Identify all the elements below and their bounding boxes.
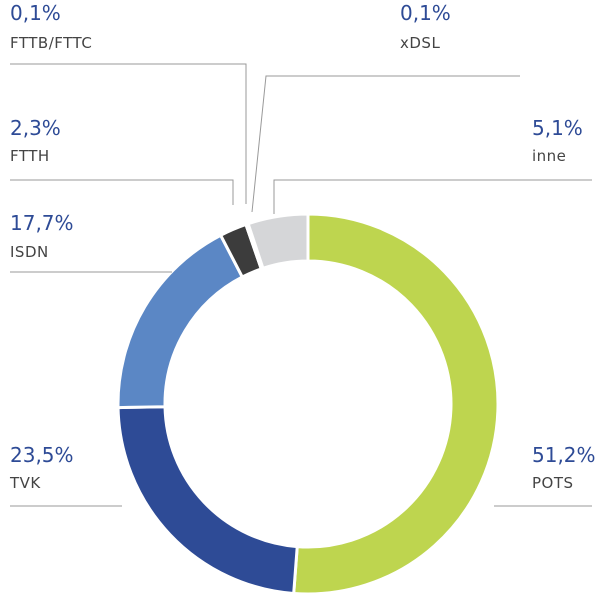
leader-line (10, 179, 234, 205)
category-label: POTS (532, 474, 574, 492)
donut-segment (292, 212, 500, 593)
category-label: FTTH (10, 147, 50, 165)
value-label: 23,5% (10, 443, 74, 467)
leader-line (251, 75, 520, 213)
value-label: 5,1% (532, 116, 583, 140)
leader-line (273, 179, 592, 214)
category-label: FTTB/FTTC (10, 34, 92, 52)
value-label: 0,1% (10, 1, 61, 25)
category-label: ISDN (10, 243, 49, 261)
value-label: 51,2% (532, 443, 596, 467)
leader-line (10, 63, 247, 204)
category-label: TVK (9, 474, 41, 492)
value-label: 2,3% (10, 116, 61, 140)
category-label: inne (532, 147, 566, 165)
category-label: xDSL (400, 34, 440, 52)
donut-segment (116, 233, 245, 410)
donut-segment (246, 212, 310, 271)
value-label: 0,1% (400, 1, 451, 25)
donut-segment (116, 405, 299, 593)
value-label: 17,7% (10, 211, 74, 235)
